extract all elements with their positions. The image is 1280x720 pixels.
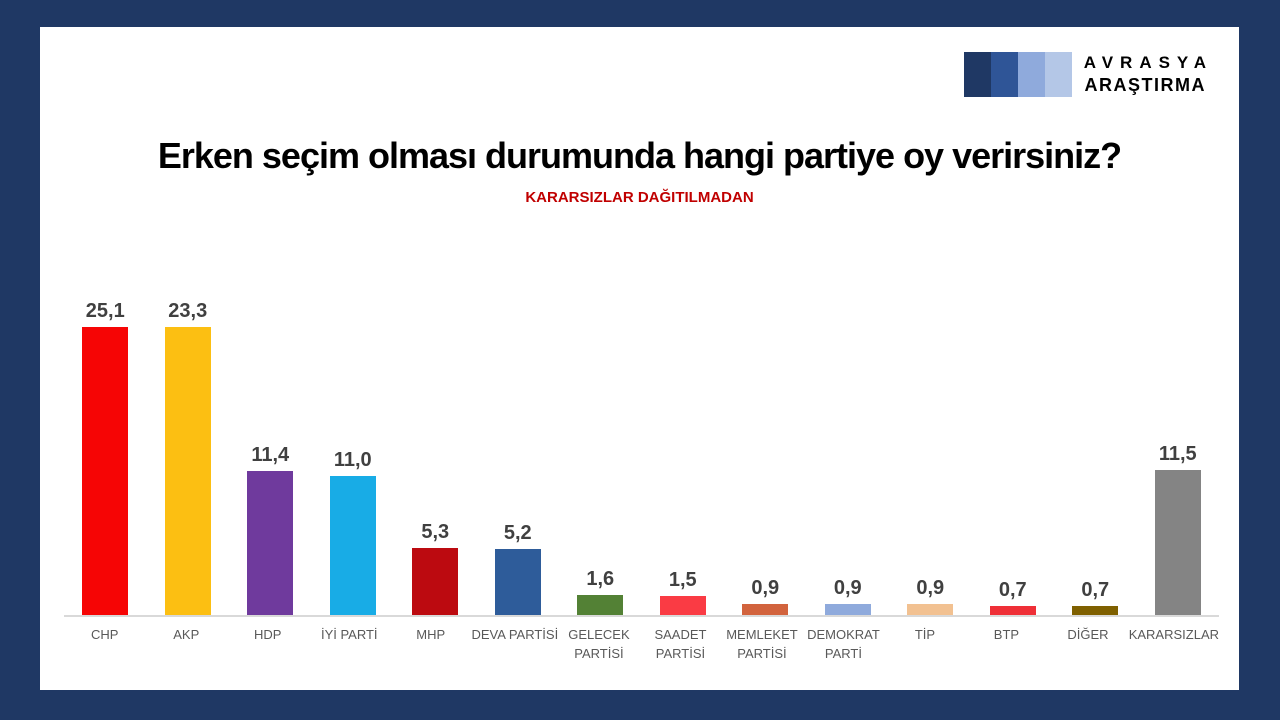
logo-name: AVRASYA: [1083, 53, 1213, 72]
value-label: 0,9: [916, 576, 945, 599]
value-label: 0,7: [998, 579, 1027, 602]
value-label: 11,5: [1158, 442, 1197, 465]
category-label-line: DEVA PARTİSİ: [471, 627, 559, 642]
category-label: DEVA PARTİSİ: [472, 626, 559, 664]
bar-column: 0,9: [724, 300, 807, 615]
category-label: MHP: [390, 626, 472, 664]
bar-ti̇p: [907, 603, 954, 615]
category-label-line: HDP: [254, 627, 282, 642]
value-label: 5,3: [421, 521, 450, 544]
category-label: MEMLEKET PARTİSİ: [721, 626, 803, 664]
value-label: 11,0: [333, 449, 372, 472]
bar-chart: 25,1 23,3 11,4 11,0 5,3 5,2 1,6 1,5 0,9 0,9 0,9 0,7…: [64, 300, 1219, 664]
logo-square: [1044, 52, 1072, 97]
value-label: 11,4: [251, 444, 290, 466]
category-label-line: TİP: [914, 627, 936, 642]
category-label: GELECEK PARTİSİ: [558, 626, 640, 664]
bar-kararsizlar: [1154, 469, 1201, 615]
logo-square: [1017, 52, 1045, 97]
logo-squares-icon: [963, 52, 1072, 97]
category-label-line: SAADET: [654, 627, 707, 642]
category-axis: CHP AKP HDP İYİ PARTİ MHP DEVA PARTİSİ GELECEK…: [64, 617, 1219, 664]
bar-demokrat-parti̇: [824, 603, 871, 615]
category-label-line: KARARSIZLAR: [1128, 627, 1220, 642]
category-label-line: DEMOKRAT: [807, 627, 880, 642]
value-label: 5,2: [503, 522, 532, 545]
logo-square: [963, 52, 991, 97]
category-label-line: DİĞER: [1067, 627, 1109, 642]
logo-square: [990, 52, 1018, 97]
category-label-line: İYİ PARTİ: [320, 627, 378, 642]
category-label: HDP: [227, 626, 309, 664]
logo-text: AVRASYA ARAŞTIRMA: [1084, 53, 1206, 96]
logo-subname: ARAŞTIRMA: [1084, 75, 1206, 95]
value-label: 25,1: [85, 300, 125, 322]
bar-akp: [164, 327, 211, 615]
avrasya-logo: AVRASYA ARAŞTIRMA: [963, 52, 1206, 97]
bar-column: 0,9: [807, 300, 890, 615]
bar-column: 11,4: [229, 300, 312, 615]
bar-column: 0,7: [972, 300, 1055, 615]
category-label: SAADET PARTİSİ: [640, 626, 722, 664]
bar-column: 1,5: [642, 300, 725, 615]
bar-column: 23,3: [147, 300, 230, 615]
category-label: KARARSIZLAR: [1129, 626, 1219, 664]
category-label: AKP: [146, 626, 228, 664]
value-label: 23,3: [168, 300, 208, 322]
value-label: 1,6: [586, 567, 615, 590]
bar-di̇ğer: [1072, 606, 1119, 615]
bar-column: 11,5: [1137, 300, 1220, 615]
bar-btp: [989, 606, 1036, 615]
category-label-line: MEMLEKET: [726, 627, 798, 642]
bar-mhp: [412, 548, 459, 615]
bar-chp: [82, 327, 129, 615]
category-label-line: PARTİ: [824, 645, 862, 661]
category-label-line: PARTİSİ: [574, 645, 624, 661]
bar-gelecek-parti̇si̇: [577, 594, 624, 615]
category-label-line: AKP: [173, 627, 200, 642]
bar-hdp: [247, 471, 294, 615]
bar-deva-parti̇si̇: [494, 549, 541, 615]
plot-area: 25,1 23,3 11,4 11,0 5,3 5,2 1,6 1,5 0,9 0,9 0,9 0,7…: [64, 300, 1219, 617]
value-label: 0,9: [751, 576, 780, 599]
bar-column: 25,1: [64, 300, 147, 615]
bar-i̇yi̇-parti̇: [329, 476, 376, 615]
category-label: İYİ PARTİ: [309, 626, 391, 664]
bar-column: 11,0: [312, 300, 395, 615]
bar-column: 5,2: [477, 300, 560, 615]
bar-column: 0,9: [889, 300, 972, 615]
category-label: CHP: [64, 626, 146, 664]
category-label-line: MHP: [416, 627, 446, 642]
category-label: DİĞER: [1047, 626, 1129, 664]
bar-saadet-parti̇si̇: [659, 596, 706, 615]
value-label: 0,7: [1081, 579, 1110, 602]
chart-card: AVRASYA ARAŞTIRMA Erken seçim olması dur…: [40, 27, 1239, 690]
category-label: DEMOKRAT PARTİ: [803, 626, 885, 664]
value-label: 0,9: [833, 576, 862, 599]
category-label-line: BTP: [993, 627, 1020, 642]
bar-column: 0,7: [1054, 300, 1137, 615]
category-label-line: CHP: [91, 627, 119, 642]
chart-title: Erken seçim olması durumunda hangi parti…: [157, 135, 1122, 176]
category-label: BTP: [966, 626, 1048, 664]
chart-subtitle: KARARSIZLAR DAĞITILMADAN: [525, 189, 754, 206]
category-label-line: GELECEK: [568, 627, 630, 642]
bar-column: 1,6: [559, 300, 642, 615]
category-label-line: PARTİSİ: [655, 645, 706, 661]
value-label: 1,5: [668, 569, 697, 592]
category-label: TİP: [884, 626, 966, 664]
bar-column: 5,3: [394, 300, 477, 615]
category-label-line: PARTİSİ: [737, 645, 787, 661]
bar-memleket-parti̇si̇: [742, 603, 789, 615]
